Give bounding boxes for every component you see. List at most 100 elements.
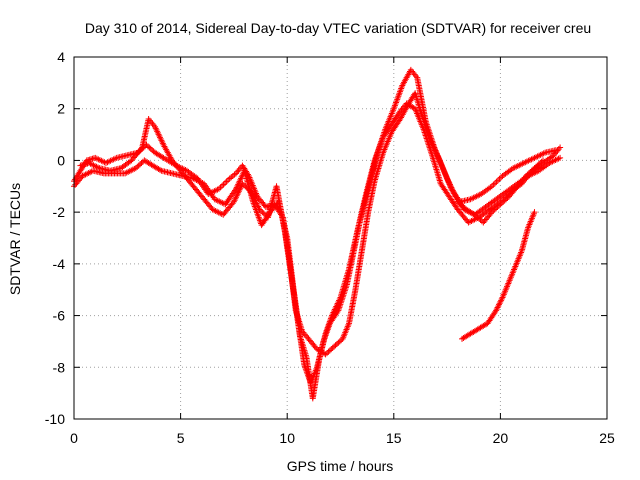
plot-frame: [73, 56, 608, 420]
data-point: [456, 200, 463, 207]
x-tick-label: 10: [279, 430, 295, 446]
data-point: [528, 167, 535, 174]
data-point: [557, 144, 564, 151]
data-point: [474, 214, 481, 221]
data-point: [500, 198, 507, 205]
data-point: [497, 298, 504, 305]
data-point: [322, 351, 329, 358]
series-track-4: [459, 209, 538, 342]
y-tick-label: -4: [53, 256, 66, 272]
data-point: [497, 201, 504, 208]
data-point: [493, 178, 500, 185]
y-tick-label: -2: [53, 204, 66, 220]
data-point: [495, 202, 502, 209]
data-point: [504, 194, 511, 201]
data-point: [328, 346, 335, 353]
data-point: [487, 210, 494, 217]
data-point: [223, 178, 230, 185]
data-point: [537, 160, 544, 167]
data-point: [331, 343, 338, 350]
data-series: [71, 66, 564, 402]
data-point: [149, 147, 156, 154]
data-point: [132, 165, 139, 172]
data-point: [540, 157, 547, 164]
series-track-2: [77, 66, 559, 386]
x-tick-label: 0: [70, 430, 78, 446]
data-point: [138, 160, 145, 167]
data-point: [476, 215, 483, 222]
y-tick-label: 0: [57, 152, 65, 168]
x-tick-label: 25: [599, 430, 615, 446]
data-point: [325, 348, 332, 355]
data-point: [460, 203, 467, 210]
x-tick-label: 5: [177, 430, 185, 446]
data-point: [135, 162, 142, 169]
data-point: [522, 172, 529, 179]
data-point: [260, 210, 267, 217]
data-point: [473, 213, 480, 220]
data-point: [532, 163, 539, 170]
data-point: [333, 341, 340, 348]
data-point: [491, 206, 498, 213]
y-tick-label: 2: [57, 101, 65, 117]
y-axis-label: SDTVAR / TECUs: [7, 183, 23, 295]
y-tick-label: -8: [53, 359, 66, 375]
data-point: [530, 166, 537, 173]
data-point: [524, 171, 531, 178]
data-point: [531, 209, 538, 216]
data-point: [134, 163, 141, 170]
data-point: [471, 211, 478, 218]
data-point: [159, 153, 166, 160]
data-point: [457, 201, 464, 208]
data-point: [531, 165, 538, 172]
data-point: [335, 339, 342, 346]
data-point: [493, 205, 500, 212]
data-point: [488, 209, 495, 216]
series-track-3: [71, 100, 564, 402]
data-point: [143, 141, 150, 148]
data-point: [225, 177, 232, 184]
data-point: [144, 143, 151, 150]
data-point: [454, 198, 461, 205]
data-point: [329, 344, 336, 351]
data-point: [557, 154, 564, 161]
data-point: [498, 295, 505, 302]
data-point: [498, 297, 505, 304]
series-track-5: [454, 157, 547, 226]
x-tick-label: 15: [386, 430, 402, 446]
grid-lines: [74, 57, 607, 419]
data-point: [156, 166, 163, 173]
data-point: [535, 161, 542, 168]
data-point: [491, 180, 498, 187]
data-point: [501, 197, 508, 204]
data-point: [503, 196, 510, 203]
data-point: [498, 200, 505, 207]
data-point: [137, 161, 144, 168]
data-point: [332, 342, 339, 349]
data-point: [493, 307, 500, 314]
chart-title: Day 310 of 2014, Sidereal Day-to-day VTE…: [85, 20, 591, 36]
data-point: [496, 300, 503, 307]
data-point: [538, 158, 545, 165]
data-point: [147, 145, 154, 152]
data-point: [525, 170, 532, 177]
data-point: [261, 202, 268, 209]
data-point: [495, 301, 502, 308]
x-axis-label: GPS time / hours: [287, 458, 394, 474]
data-point: [494, 304, 501, 311]
data-point: [495, 303, 502, 310]
data-point: [459, 202, 466, 209]
data-point: [534, 162, 541, 169]
y-tick-label: -6: [53, 308, 66, 324]
data-point: [527, 169, 534, 176]
x-tick-label: 20: [493, 430, 509, 446]
data-point: [220, 181, 227, 188]
data-point: [496, 175, 503, 182]
data-point: [490, 207, 497, 214]
data-point: [477, 216, 484, 223]
data-point: [494, 177, 501, 184]
data-point: [326, 347, 333, 354]
data-point: [146, 144, 153, 151]
